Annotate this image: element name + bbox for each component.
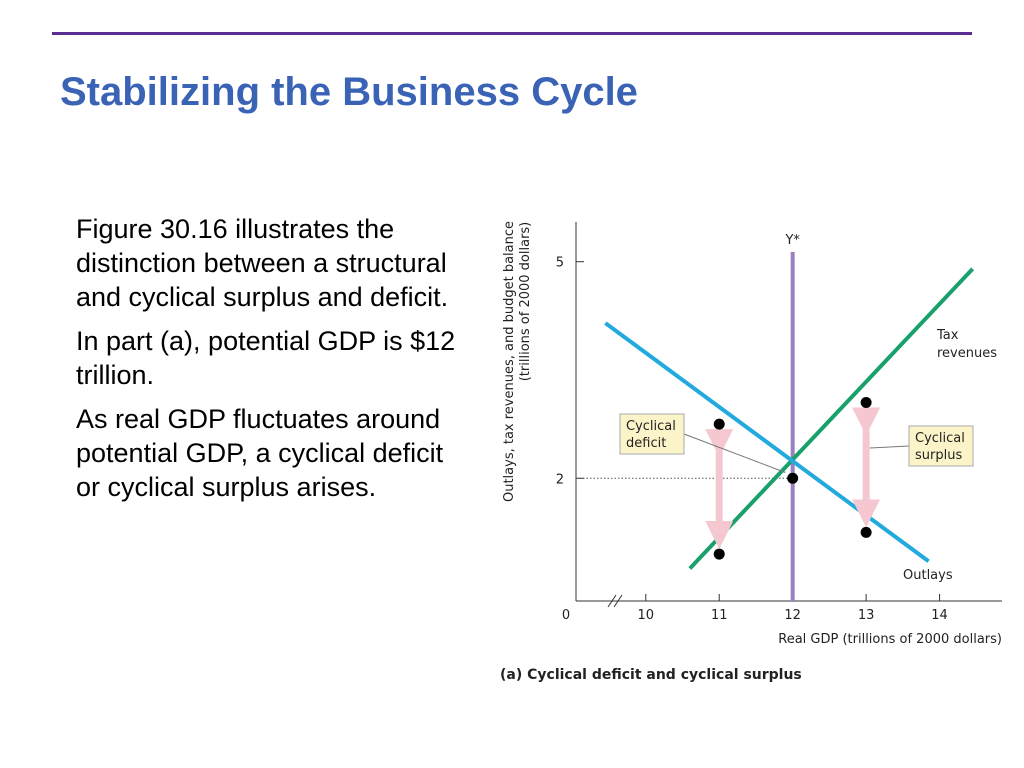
y-axis-label-units: (trillions of 2000 dollars) bbox=[518, 222, 533, 382]
top-rule bbox=[52, 32, 972, 35]
tax-revenues-line bbox=[688, 267, 975, 570]
data-point bbox=[713, 418, 725, 430]
data-point bbox=[713, 548, 725, 560]
y-axis-label: Outlays, tax revenues, and budget balanc… bbox=[502, 221, 517, 502]
x-tick-label: 10 bbox=[638, 608, 655, 623]
body-text: Figure 30.16 illustrates the distinction… bbox=[76, 212, 468, 514]
cyclical-deficit-leader bbox=[683, 433, 786, 473]
cyclical-deficit-label: deficit bbox=[626, 436, 666, 451]
outlays-label: Outlays bbox=[903, 568, 953, 583]
x-origin-label: 0 bbox=[562, 608, 570, 623]
tax-revenues-label: revenues bbox=[937, 346, 997, 361]
paragraph-fluctuation: As real GDP fluctuates around potential … bbox=[76, 404, 444, 502]
cyclical-surplus-label: Cyclical bbox=[915, 431, 965, 446]
x-tick-label: 11 bbox=[711, 608, 728, 623]
paragraph-figure-intro: Figure 30.16 illustrates the distinction… bbox=[76, 214, 449, 312]
y-tick-label: 5 bbox=[556, 256, 564, 271]
axis-break-mark bbox=[607, 594, 617, 608]
cyclical-surplus-label: surplus bbox=[915, 448, 962, 463]
chart-caption: (a) Cyclical deficit and cyclical surplu… bbox=[500, 667, 802, 683]
data-point bbox=[787, 472, 799, 484]
cyclical-deficit-box bbox=[619, 413, 685, 455]
paragraph-potential-gdp: In part (a), potential GDP is $12 trilli… bbox=[76, 326, 456, 390]
x-tick-label: 12 bbox=[784, 608, 801, 623]
cyclical-deficit-label: Cyclical bbox=[626, 419, 676, 434]
x-tick-label: 14 bbox=[931, 608, 948, 623]
data-point bbox=[860, 396, 872, 408]
cyclical-surplus-leader bbox=[869, 445, 910, 449]
slide-title: Stabilizing the Business Cycle bbox=[60, 70, 638, 114]
potential-gdp-label: Y* bbox=[784, 233, 800, 248]
data-point bbox=[860, 526, 872, 538]
x-axis-label: Real GDP (trillions of 2000 dollars) bbox=[778, 632, 1002, 647]
y-tick-label: 2 bbox=[556, 472, 564, 487]
x-tick-label: 13 bbox=[858, 608, 875, 623]
axis-break-mark bbox=[613, 594, 623, 608]
tax-revenues-label: Tax bbox=[936, 328, 959, 343]
cyclical-surplus-box bbox=[908, 425, 974, 467]
